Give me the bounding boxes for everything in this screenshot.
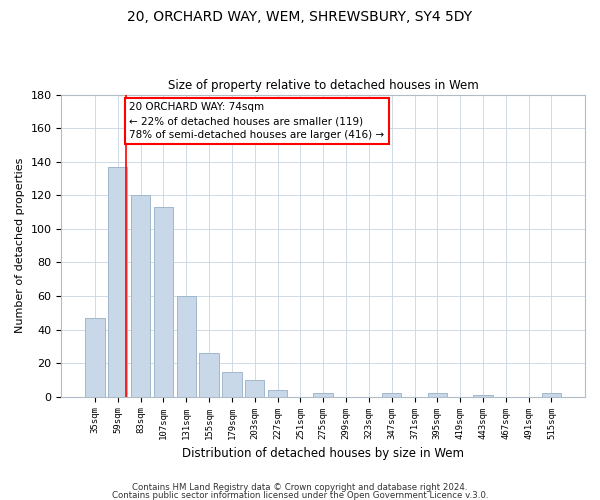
Y-axis label: Number of detached properties: Number of detached properties [15,158,25,334]
Bar [176,296,196,396]
Bar [473,395,493,396]
Text: Contains HM Land Registry data © Crown copyright and database right 2024.: Contains HM Land Registry data © Crown c… [132,484,468,492]
Text: Contains public sector information licensed under the Open Government Licence v.: Contains public sector information licen… [112,491,488,500]
Bar [131,196,150,396]
Title: Size of property relative to detached houses in Wem: Size of property relative to detached ho… [168,79,479,92]
Bar [199,353,219,397]
Bar [108,166,127,396]
Bar [154,207,173,396]
Bar [268,390,287,396]
Bar [85,318,104,396]
Bar [542,394,561,396]
Bar [382,394,401,396]
Bar [313,394,333,396]
Bar [428,394,447,396]
X-axis label: Distribution of detached houses by size in Wem: Distribution of detached houses by size … [182,447,464,460]
Bar [245,380,265,396]
Text: 20, ORCHARD WAY, WEM, SHREWSBURY, SY4 5DY: 20, ORCHARD WAY, WEM, SHREWSBURY, SY4 5D… [127,10,473,24]
Text: 20 ORCHARD WAY: 74sqm
← 22% of detached houses are smaller (119)
78% of semi-det: 20 ORCHARD WAY: 74sqm ← 22% of detached … [130,102,385,140]
Bar [222,372,242,396]
